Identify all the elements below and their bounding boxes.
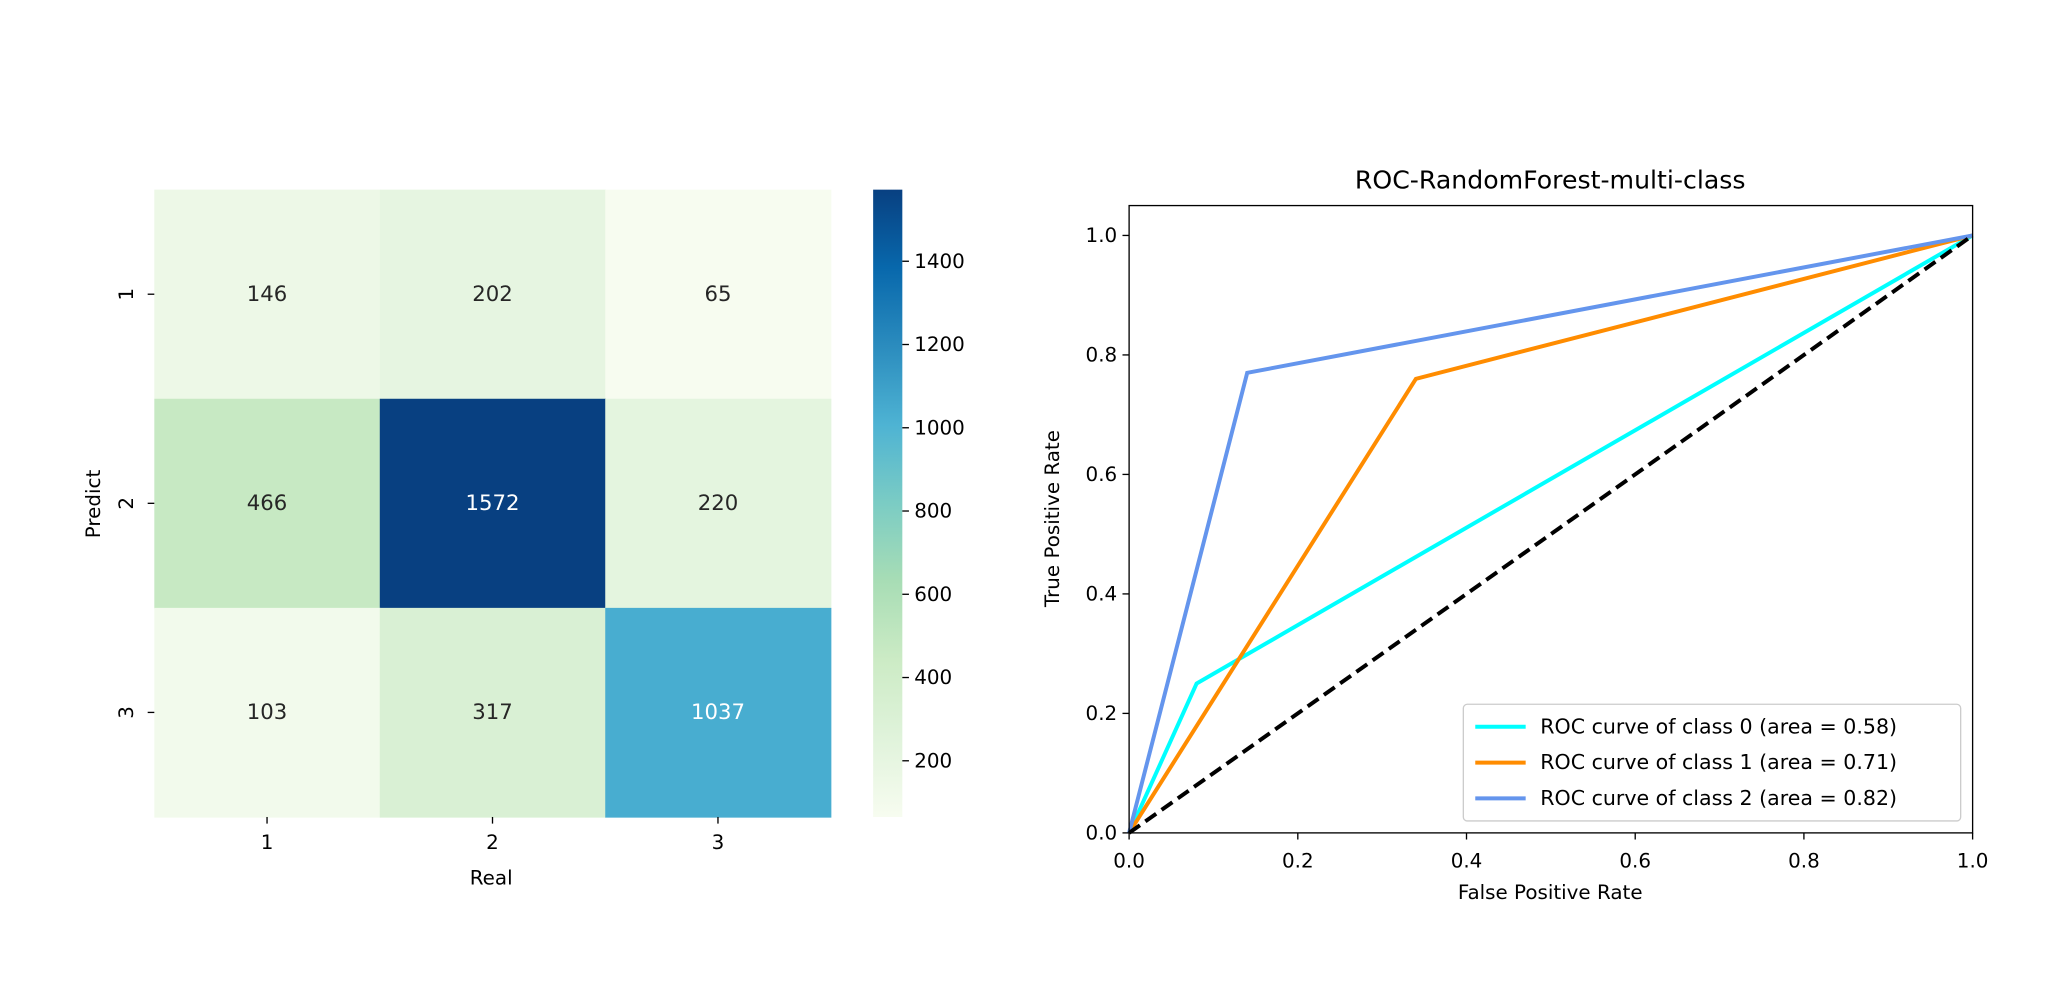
- heatmap-cells: 146 202 65 466 1572 220 103 317 1037: [154, 189, 832, 818]
- roc-y-tick-label-0: 0.0: [1086, 822, 1118, 845]
- colorbar-tick-label-1000: 1000: [914, 416, 965, 439]
- colorbar-tick-label-800: 800: [914, 500, 952, 523]
- heatmap-cell-r3-c1: [154, 607, 381, 818]
- heatmap-y-ticks: 1 2 3: [115, 288, 155, 719]
- roc-plot-frame: [1128, 204, 1974, 834]
- heatmap-y-tick-label-3: 3: [115, 706, 138, 719]
- roc-x-tick-label-1: 0.2: [1282, 849, 1314, 872]
- roc-x-axis-label: False Positive Rate: [1458, 881, 1643, 904]
- colorbar-tick-label-400: 400: [914, 666, 952, 689]
- colorbar-tick-label-1200: 1200: [914, 333, 965, 356]
- colorbar-ticks: 200 400 600 800 1000 1200 1400: [902, 250, 965, 772]
- roc-title: ROC-RandomForest-multi-class: [1355, 165, 1746, 194]
- heatmap-cell-r1-c1: [154, 189, 381, 400]
- heatmap-x-tick-label-1: 1: [261, 831, 274, 854]
- heatmap-y-tick-label-1: 1: [115, 288, 138, 301]
- heatmap-cell-label-r1-c2: 202: [472, 282, 513, 307]
- heatmap-x-ticks: 1 2 3: [261, 816, 725, 854]
- roc-legend: ROC curve of class 0 (area = 0.58) ROC cu…: [1462, 703, 1962, 822]
- roc-legend-items: ROC curve of class 0 (area = 0.58) ROC cu…: [1475, 714, 1897, 810]
- heatmap-cell-r3-c2: [379, 607, 606, 818]
- heatmap-cell-r1-c3: [605, 189, 832, 400]
- roc-x-tick-label-5: 1.0: [1957, 849, 1989, 872]
- heatmap-cell-r1-c2: [379, 189, 606, 400]
- heatmap-cell-label-r1-c1: 146: [247, 282, 288, 307]
- colorbar-tick-label-600: 600: [914, 583, 952, 606]
- roc-y-tick-label-3: 0.6: [1086, 463, 1118, 486]
- roc-x-tick-label-0: 0.0: [1113, 849, 1145, 872]
- heatmap-cell-r2-c1: [154, 398, 381, 609]
- roc-y-tick-label-2: 0.4: [1086, 583, 1118, 606]
- roc-x-ticks: 0.0 0.2 0.4 0.6 0.8 1.0: [1113, 832, 1989, 872]
- heatmap-cell-label-r3-c1: 103: [247, 700, 288, 725]
- roc-legend-label-2: ROC curve of class 2 (area = 0.82): [1540, 786, 1897, 810]
- heatmap-y-tick-label-2: 2: [115, 497, 138, 510]
- colorbar-gradient: [873, 189, 903, 817]
- heatmap-cell-label-r3-c3: 1037: [691, 700, 745, 725]
- roc-y-tick-label-5: 1.0: [1086, 224, 1118, 247]
- heatmap-x-tick-label-3: 3: [712, 831, 725, 854]
- heatmap-x-tick-label-2: 2: [486, 831, 499, 854]
- roc-x-tick-label-2: 0.4: [1451, 849, 1483, 872]
- roc-y-axis-label: True Positive Rate: [1041, 430, 1064, 608]
- roc-lines: [1127, 233, 1974, 835]
- heatmap-panel: 146 202 65 466 1572 220 103 317 1037 1 2 3 1 2 3 Rea…: [82, 189, 832, 890]
- roc-panel: ROC-RandomForest-multi-class 0.0 0.2 0.4 0.…: [1041, 165, 1989, 904]
- roc-legend-label-1: ROC curve of class 1 (area = 0.71): [1540, 750, 1897, 774]
- heatmap-x-axis-label: Real: [470, 867, 513, 890]
- heatmap-cell-label-r2-c1: 466: [247, 491, 288, 516]
- roc-y-ticks: 0.0 0.2 0.4 0.6 0.8 1.0: [1086, 224, 1130, 845]
- colorbar-tick-label-200: 200: [914, 749, 952, 772]
- heatmap-cell-label-r2-c2: 1572: [465, 491, 519, 516]
- heatmap-cell-r2-c2: [379, 398, 606, 609]
- roc-y-tick-label-1: 0.2: [1086, 702, 1118, 725]
- heatmap-cell-label-r2-c3: 220: [698, 491, 739, 516]
- roc-legend-label-0: ROC curve of class 0 (area = 0.58): [1540, 714, 1897, 738]
- heatmap-cell-r3-c3: [605, 607, 832, 818]
- roc-curve-class-1: [1127, 233, 1974, 834]
- heatmap-cell-label-r1-c3: 65: [704, 282, 731, 307]
- roc-x-tick-label-4: 0.8: [1788, 849, 1820, 872]
- roc-curve-class-2: [1127, 233, 1973, 834]
- roc-y-tick-label-4: 0.8: [1086, 344, 1118, 367]
- heatmap-cell-label-r3-c2: 317: [472, 700, 513, 725]
- colorbar: 200 400 600 800 1000 1200 1400: [873, 189, 965, 817]
- colorbar-tick-label-1400: 1400: [914, 250, 965, 273]
- roc-x-tick-label-3: 0.6: [1619, 849, 1651, 872]
- roc-curve-class-0: [1127, 233, 1974, 834]
- heatmap-cell-r2-c3: [605, 398, 832, 609]
- heatmap-y-axis-label: Predict: [82, 470, 105, 539]
- roc-chance-line: [1127, 233, 1974, 835]
- roc-legend-box: [1462, 703, 1962, 822]
